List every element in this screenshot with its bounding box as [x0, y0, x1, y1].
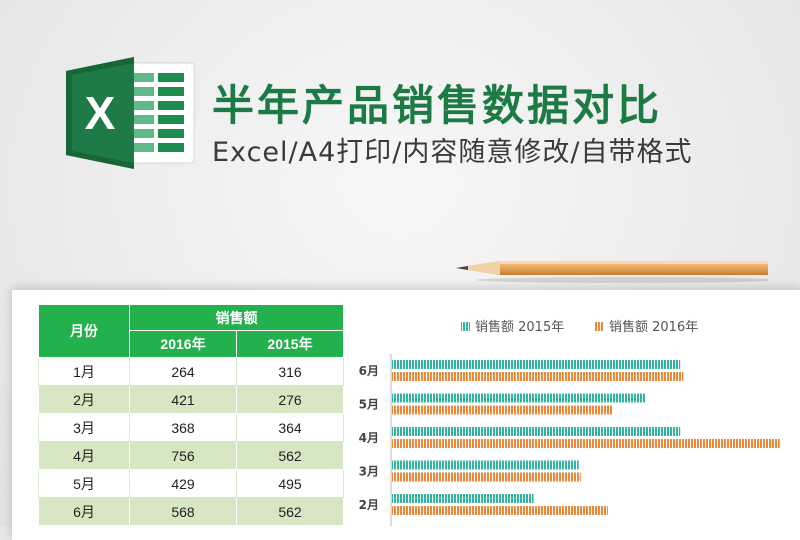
table-row: 5月 429 495 — [38, 469, 344, 498]
legend-swatch — [595, 322, 604, 331]
legend-swatch — [461, 322, 470, 331]
cell-2016: 368 — [129, 413, 237, 442]
cell-month: 1月 — [38, 357, 130, 386]
bar-2015 — [392, 427, 681, 436]
cell-2016: 756 — [129, 441, 237, 470]
excel-logo-icon: X — [66, 57, 195, 169]
cell-month: 3月 — [38, 413, 130, 442]
bar-2016 — [392, 472, 581, 482]
bar-2016 — [392, 506, 608, 515]
cell-2015: 364 — [236, 413, 344, 442]
table-row: 4月 756 562 — [38, 441, 344, 470]
page-title: 半年产品销售数据对比 — [212, 81, 663, 130]
cell-2016: 429 — [129, 469, 237, 498]
category-label: 5月 — [359, 398, 379, 412]
table-row: 2月 421 276 — [38, 385, 344, 414]
bar-2016 — [392, 405, 612, 415]
cell-2015: 316 — [236, 357, 344, 386]
table-row: 6月 568 562 — [38, 497, 344, 526]
cell-month: 5月 — [38, 469, 130, 498]
header-2016: 2016年 — [129, 330, 237, 358]
table-row: 1月 264 316 — [38, 357, 344, 386]
category-label: 2月 — [359, 498, 379, 512]
bar-2016 — [392, 439, 780, 448]
cell-2016: 264 — [129, 357, 237, 386]
cell-2015: 562 — [236, 441, 344, 470]
bar-2015 — [392, 494, 534, 503]
cell-month: 4月 — [38, 441, 130, 470]
cell-2015: 562 — [236, 497, 344, 526]
legend-label: 销售额 2016年 — [609, 319, 698, 335]
bar-2016 — [392, 372, 684, 381]
cell-2015: 276 — [236, 385, 344, 414]
cell-2016: 421 — [129, 385, 237, 414]
header-month: 月份 — [38, 304, 130, 358]
header-2015: 2015年 — [236, 330, 344, 358]
bar-2015 — [392, 460, 579, 470]
cell-2015: 495 — [236, 469, 344, 498]
legend-label: 销售额 2015年 — [475, 319, 564, 335]
cell-2016: 568 — [129, 497, 237, 526]
bar-2015 — [392, 360, 681, 369]
category-label: 6月 — [359, 364, 379, 378]
category-label: 3月 — [359, 465, 379, 479]
cell-month: 2月 — [38, 385, 130, 414]
logo-letter: X — [85, 87, 116, 139]
pencil-icon — [456, 261, 768, 283]
cell-month: 6月 — [38, 497, 130, 526]
page-subtitle: Excel/A4打印/内容随意修改/自带格式 — [212, 137, 693, 168]
sales-table: 月份 销售额 2016年 2015年 1月 264 316 2月 421 276… — [38, 304, 344, 526]
bar-2015 — [392, 393, 646, 403]
category-label: 4月 — [359, 431, 379, 445]
sales-bar-chart: 销售额 2015年 销售额 2016年 6月 5月 4月 3月 2月 — [359, 319, 780, 526]
table-row: 3月 368 364 — [38, 413, 344, 442]
header-sales: 销售额 — [129, 304, 344, 331]
